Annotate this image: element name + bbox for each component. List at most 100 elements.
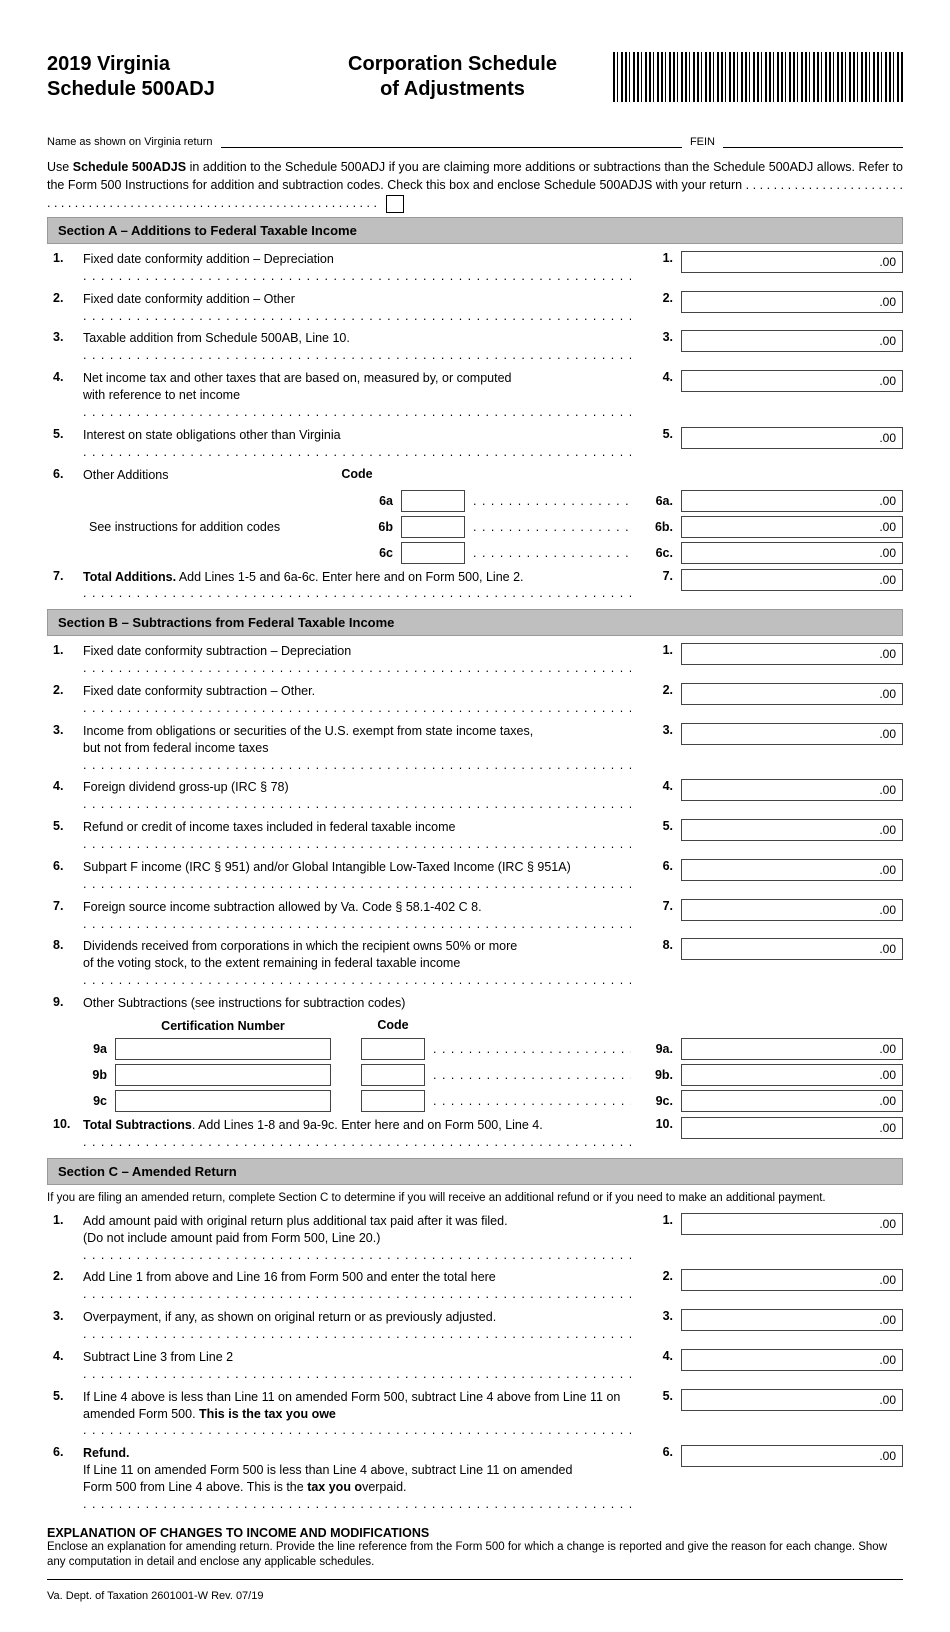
secA-total-bold: Total Additions. xyxy=(83,570,176,584)
secB-1-amount[interactable]: .00 xyxy=(681,643,903,665)
code-input-6b[interactable] xyxy=(401,516,465,538)
secC-6-row: 6.Refund. If Line 11 on amended Form 500… xyxy=(47,1442,903,1516)
hdr-mid-line2: of Adjustments xyxy=(380,78,525,100)
code-input-6c[interactable] xyxy=(401,542,465,564)
secC-1-row: 1.Add amount paid with original return p… xyxy=(47,1210,903,1267)
footer: Va. Dept. of Taxation 2601001-W Rev. 07/… xyxy=(47,1590,903,1602)
secB-2-amount[interactable]: .00 xyxy=(681,683,903,705)
secB-sub-amt-9b[interactable]: .00 xyxy=(681,1064,903,1086)
section-a-bar: Section A – Additions to Federal Taxable… xyxy=(47,217,903,244)
secB-total-bold: Total Subtractions xyxy=(83,1118,192,1132)
secA-4-row: 4.Net income tax and other taxes that ar… xyxy=(47,367,903,424)
enclose-checkbox[interactable] xyxy=(386,195,404,213)
secB-3-row: 3.Income from obligations or securities … xyxy=(47,720,903,777)
secA-3-row: 3.Taxable addition from Schedule 500AB, … xyxy=(47,327,903,367)
secB-sub-9b: 9b9b..00 xyxy=(47,1062,903,1088)
section-b-bar: Section B – Subtractions from Federal Ta… xyxy=(47,609,903,636)
code-header-b: Code xyxy=(361,1018,425,1032)
secB-8-row: 8.Dividends received from corporations i… xyxy=(47,935,903,992)
hdr-left-line1: 2019 Virginia xyxy=(47,53,170,75)
secB-total-amount[interactable]: .00 xyxy=(681,1117,903,1139)
explanation-heading: EXPLANATION OF CHANGES TO INCOME AND MOD… xyxy=(47,1526,903,1540)
secC-6-amount[interactable]: .00 xyxy=(681,1445,903,1467)
secC-intro: If you are filing an amended return, com… xyxy=(47,1191,903,1206)
name-label: Name as shown on Virginia return xyxy=(47,136,213,148)
name-fein-row: Name as shown on Virginia return FEIN xyxy=(47,134,903,148)
secB-8-amount[interactable]: .00 xyxy=(681,938,903,960)
secA-5-amount[interactable]: .00 xyxy=(681,427,903,449)
secB-5-row: 5.Refund or credit of income taxes inclu… xyxy=(47,816,903,856)
barcode-container xyxy=(613,52,903,102)
name-input[interactable] xyxy=(221,134,682,148)
secC-5-amount[interactable]: .00 xyxy=(681,1389,903,1411)
secA-total-txt: Add Lines 1-5 and 6a-6c. Enter here and … xyxy=(176,570,523,584)
secA-total-amount[interactable]: .00 xyxy=(681,569,903,591)
code-input-9b[interactable] xyxy=(361,1064,425,1086)
secA-sub-6a: 6a6a..00 xyxy=(47,488,903,514)
secA-4-amount[interactable]: .00 xyxy=(681,370,903,392)
secB-9-row: 9.Other Subtractions (see instructions f… xyxy=(47,992,903,1016)
secC-4-row: 4.Subtract Line 3 from Line 24..00 xyxy=(47,1346,903,1386)
header-mid: Corporation Schedule of Adjustments xyxy=(312,52,593,102)
intro-pre: Use xyxy=(47,160,73,174)
secA-row-6: 6. Other Additions Code xyxy=(47,464,903,488)
barcode-icon xyxy=(613,52,903,102)
secA-total: 7. Total Additions. Add Lines 1-5 and 6a… xyxy=(47,566,903,606)
secA-2-amount[interactable]: .00 xyxy=(681,291,903,313)
secB-total: 10. Total Subtractions. Add Lines 1-8 an… xyxy=(47,1114,903,1154)
header-left: 2019 Virginia Schedule 500ADJ xyxy=(47,52,292,102)
secB-total-txt: . Add Lines 1-8 and 9a-9c. Enter here an… xyxy=(192,1118,543,1132)
section-c-bar: Section C – Amended Return xyxy=(47,1158,903,1185)
secB-6-row: 6.Subpart F income (IRC § 951) and/or Gl… xyxy=(47,856,903,896)
secA-3-amount[interactable]: .00 xyxy=(681,330,903,352)
secA-2-row: 2.Fixed date conformity addition – Other… xyxy=(47,288,903,328)
secA-6-text: Other Additions xyxy=(83,468,168,482)
intro-bold: Schedule 500ADJS xyxy=(73,160,186,174)
secB-6-amount[interactable]: .00 xyxy=(681,859,903,881)
secC-2-amount[interactable]: .00 xyxy=(681,1269,903,1291)
secB-sub-9a: 9a9a..00 xyxy=(47,1036,903,1062)
secB-sub-hdr: Certification Number Code xyxy=(47,1016,903,1036)
secB-sub-amt-9a[interactable]: .00 xyxy=(681,1038,903,1060)
secC-2-row: 2.Add Line 1 from above and Line 16 from… xyxy=(47,1266,903,1306)
secB-7-amount[interactable]: .00 xyxy=(681,899,903,921)
secA-sub-amt-6a[interactable]: .00 xyxy=(681,490,903,512)
code-input-6a[interactable] xyxy=(401,490,465,512)
secB-4-amount[interactable]: .00 xyxy=(681,779,903,801)
secC-4-amount[interactable]: .00 xyxy=(681,1349,903,1371)
code-header: Code xyxy=(325,467,389,481)
secC-1-amount[interactable]: .00 xyxy=(681,1213,903,1235)
secC-5-row: 5.If Line 4 above is less than Line 11 o… xyxy=(47,1386,903,1443)
secB-sub-9c: 9c9c..00 xyxy=(47,1088,903,1114)
fein-label: FEIN xyxy=(690,136,715,148)
code-input-9c[interactable] xyxy=(361,1090,425,1112)
hdr-left-line2: Schedule 500ADJ xyxy=(47,78,215,100)
hdr-mid-line1: Corporation Schedule xyxy=(348,53,557,75)
secA-sub-6c: 6c6c..00 xyxy=(47,540,903,566)
secC-3-amount[interactable]: .00 xyxy=(681,1309,903,1331)
secB-sub-amt-9c[interactable]: .00 xyxy=(681,1090,903,1112)
secA-5-row: 5.Interest on state obligations other th… xyxy=(47,424,903,464)
code-input-9a[interactable] xyxy=(361,1038,425,1060)
form-page: 2019 Virginia Schedule 500ADJ Corporatio… xyxy=(0,0,950,1632)
secB-3-amount[interactable]: .00 xyxy=(681,723,903,745)
fein-input[interactable] xyxy=(723,134,903,148)
header: 2019 Virginia Schedule 500ADJ Corporatio… xyxy=(47,52,903,102)
cert-input-9a[interactable] xyxy=(115,1038,331,1060)
secC-3-row: 3.Overpayment, if any, as shown on origi… xyxy=(47,1306,903,1346)
secA-sub-6b: See instructions for addition codes6b6b.… xyxy=(47,514,903,540)
secB-5-amount[interactable]: .00 xyxy=(681,819,903,841)
secB-4-row: 4.Foreign dividend gross-up (IRC § 78)4.… xyxy=(47,776,903,816)
secA-1-amount[interactable]: .00 xyxy=(681,251,903,273)
secA-1-row: 1.Fixed date conformity addition – Depre… xyxy=(47,248,903,288)
secB-1-row: 1.Fixed date conformity subtraction – De… xyxy=(47,640,903,680)
cert-input-9c[interactable] xyxy=(115,1090,331,1112)
secA-sub-amt-6c[interactable]: .00 xyxy=(681,542,903,564)
secB-2-row: 2.Fixed date conformity subtraction – Ot… xyxy=(47,680,903,720)
intro-text: Use Schedule 500ADJS in addition to the … xyxy=(47,158,903,213)
cert-input-9b[interactable] xyxy=(115,1064,331,1086)
cert-header: Certification Number xyxy=(115,1019,331,1033)
secA-sub-amt-6b[interactable]: .00 xyxy=(681,516,903,538)
secB-7-row: 7.Foreign source income subtraction allo… xyxy=(47,896,903,936)
explanation-text: Enclose an explanation for amending retu… xyxy=(47,1540,903,1580)
